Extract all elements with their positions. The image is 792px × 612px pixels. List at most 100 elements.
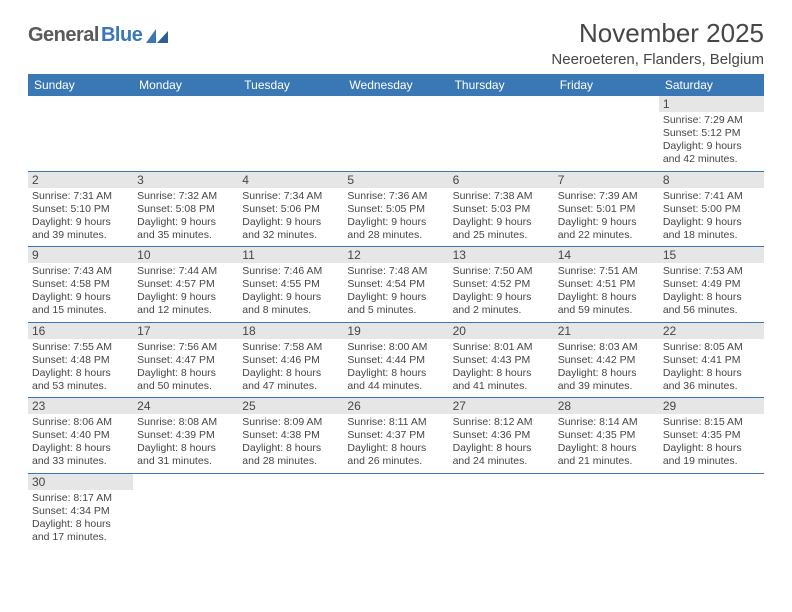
calendar-day-cell (659, 473, 764, 548)
day-number: 14 (554, 247, 659, 263)
day-details: Sunrise: 8:00 AMSunset: 4:44 PMDaylight:… (347, 341, 444, 394)
day-dl2: and 31 minutes. (137, 455, 234, 468)
day-dl1: Daylight: 8 hours (663, 291, 760, 304)
calendar-day-cell: 7Sunrise: 7:39 AMSunset: 5:01 PMDaylight… (554, 171, 659, 247)
day-sunrise: Sunrise: 8:00 AM (347, 341, 444, 354)
day-sunset: Sunset: 4:43 PM (453, 354, 550, 367)
day-dl1: Daylight: 8 hours (242, 442, 339, 455)
day-number: 2 (28, 172, 133, 188)
day-dl2: and 26 minutes. (347, 455, 444, 468)
day-number: 9 (28, 247, 133, 263)
day-sunset: Sunset: 5:06 PM (242, 203, 339, 216)
calendar-day-cell: 2Sunrise: 7:31 AMSunset: 5:10 PMDaylight… (28, 171, 133, 247)
day-dl1: Daylight: 8 hours (663, 367, 760, 380)
calendar-day-cell: 18Sunrise: 7:58 AMSunset: 4:46 PMDayligh… (238, 322, 343, 398)
day-dl1: Daylight: 9 hours (347, 291, 444, 304)
day-sunset: Sunset: 4:36 PM (453, 429, 550, 442)
day-sunset: Sunset: 4:37 PM (347, 429, 444, 442)
day-details: Sunrise: 8:15 AMSunset: 4:35 PMDaylight:… (663, 416, 760, 469)
calendar-day-cell (343, 96, 448, 171)
day-sunset: Sunset: 5:01 PM (558, 203, 655, 216)
calendar-day-cell: 25Sunrise: 8:09 AMSunset: 4:38 PMDayligh… (238, 398, 343, 474)
day-details: Sunrise: 7:50 AMSunset: 4:52 PMDaylight:… (453, 265, 550, 318)
weekday-header: Saturday (659, 74, 764, 96)
day-sunrise: Sunrise: 8:05 AM (663, 341, 760, 354)
day-dl1: Daylight: 9 hours (663, 140, 760, 153)
calendar-day-cell: 6Sunrise: 7:38 AMSunset: 5:03 PMDaylight… (449, 171, 554, 247)
day-dl1: Daylight: 8 hours (663, 442, 760, 455)
location-subtitle: Neeroeteren, Flanders, Belgium (551, 51, 764, 68)
day-dl1: Daylight: 8 hours (137, 442, 234, 455)
day-dl1: Daylight: 9 hours (32, 291, 129, 304)
day-sunrise: Sunrise: 8:03 AM (558, 341, 655, 354)
day-details: Sunrise: 7:32 AMSunset: 5:08 PMDaylight:… (137, 190, 234, 243)
day-dl2: and 35 minutes. (137, 229, 234, 242)
calendar-week-row: 1Sunrise: 7:29 AMSunset: 5:12 PMDaylight… (28, 96, 764, 171)
day-dl2: and 28 minutes. (347, 229, 444, 242)
calendar-day-cell: 13Sunrise: 7:50 AMSunset: 4:52 PMDayligh… (449, 247, 554, 323)
day-dl2: and 50 minutes. (137, 380, 234, 393)
calendar-day-cell (554, 96, 659, 171)
day-details: Sunrise: 7:56 AMSunset: 4:47 PMDaylight:… (137, 341, 234, 394)
day-details: Sunrise: 8:14 AMSunset: 4:35 PMDaylight:… (558, 416, 655, 469)
calendar-day-cell: 20Sunrise: 8:01 AMSunset: 4:43 PMDayligh… (449, 322, 554, 398)
calendar-day-cell (343, 473, 448, 548)
calendar-day-cell: 5Sunrise: 7:36 AMSunset: 5:05 PMDaylight… (343, 171, 448, 247)
calendar-day-cell: 3Sunrise: 7:32 AMSunset: 5:08 PMDaylight… (133, 171, 238, 247)
day-details: Sunrise: 8:01 AMSunset: 4:43 PMDaylight:… (453, 341, 550, 394)
logo-text-general: General (28, 24, 99, 47)
day-number: 7 (554, 172, 659, 188)
calendar-day-cell: 27Sunrise: 8:12 AMSunset: 4:36 PMDayligh… (449, 398, 554, 474)
day-dl1: Daylight: 9 hours (137, 216, 234, 229)
day-sunset: Sunset: 5:12 PM (663, 127, 760, 140)
day-details: Sunrise: 7:44 AMSunset: 4:57 PMDaylight:… (137, 265, 234, 318)
day-sunset: Sunset: 5:10 PM (32, 203, 129, 216)
calendar-day-cell: 23Sunrise: 8:06 AMSunset: 4:40 PMDayligh… (28, 398, 133, 474)
calendar-day-cell: 21Sunrise: 8:03 AMSunset: 4:42 PMDayligh… (554, 322, 659, 398)
day-sunset: Sunset: 4:34 PM (32, 505, 129, 518)
day-sunrise: Sunrise: 7:43 AM (32, 265, 129, 278)
day-dl2: and 32 minutes. (242, 229, 339, 242)
day-dl2: and 44 minutes. (347, 380, 444, 393)
calendar-day-cell: 9Sunrise: 7:43 AMSunset: 4:58 PMDaylight… (28, 247, 133, 323)
day-sunrise: Sunrise: 8:12 AM (453, 416, 550, 429)
day-sunrise: Sunrise: 8:09 AM (242, 416, 339, 429)
day-number: 4 (238, 172, 343, 188)
day-dl1: Daylight: 8 hours (453, 442, 550, 455)
day-dl1: Daylight: 9 hours (453, 291, 550, 304)
day-sunrise: Sunrise: 7:56 AM (137, 341, 234, 354)
day-dl2: and 12 minutes. (137, 304, 234, 317)
day-sunrise: Sunrise: 8:15 AM (663, 416, 760, 429)
day-sunset: Sunset: 4:49 PM (663, 278, 760, 291)
day-details: Sunrise: 7:58 AMSunset: 4:46 PMDaylight:… (242, 341, 339, 394)
day-dl2: and 22 minutes. (558, 229, 655, 242)
day-sunrise: Sunrise: 7:36 AM (347, 190, 444, 203)
weekday-header: Sunday (28, 74, 133, 96)
day-dl2: and 17 minutes. (32, 531, 129, 544)
calendar-day-cell (238, 473, 343, 548)
day-details: Sunrise: 8:11 AMSunset: 4:37 PMDaylight:… (347, 416, 444, 469)
day-dl1: Daylight: 8 hours (453, 367, 550, 380)
day-dl2: and 18 minutes. (663, 229, 760, 242)
title-block: November 2025 Neeroeteren, Flanders, Bel… (551, 18, 764, 68)
day-number: 12 (343, 247, 448, 263)
day-number: 23 (28, 398, 133, 414)
page-title: November 2025 (551, 18, 764, 49)
day-number: 26 (343, 398, 448, 414)
day-details: Sunrise: 7:51 AMSunset: 4:51 PMDaylight:… (558, 265, 655, 318)
day-dl2: and 21 minutes. (558, 455, 655, 468)
day-dl1: Daylight: 9 hours (347, 216, 444, 229)
day-dl2: and 53 minutes. (32, 380, 129, 393)
calendar-day-cell: 12Sunrise: 7:48 AMSunset: 4:54 PMDayligh… (343, 247, 448, 323)
day-details: Sunrise: 8:09 AMSunset: 4:38 PMDaylight:… (242, 416, 339, 469)
day-details: Sunrise: 7:29 AMSunset: 5:12 PMDaylight:… (663, 114, 760, 167)
day-sunrise: Sunrise: 7:58 AM (242, 341, 339, 354)
day-sunrise: Sunrise: 7:46 AM (242, 265, 339, 278)
weekday-header-row: Sunday Monday Tuesday Wednesday Thursday… (28, 74, 764, 96)
day-dl2: and 15 minutes. (32, 304, 129, 317)
calendar-day-cell (133, 96, 238, 171)
day-details: Sunrise: 7:36 AMSunset: 5:05 PMDaylight:… (347, 190, 444, 243)
day-sunset: Sunset: 4:41 PM (663, 354, 760, 367)
day-dl1: Daylight: 8 hours (137, 367, 234, 380)
day-dl2: and 56 minutes. (663, 304, 760, 317)
